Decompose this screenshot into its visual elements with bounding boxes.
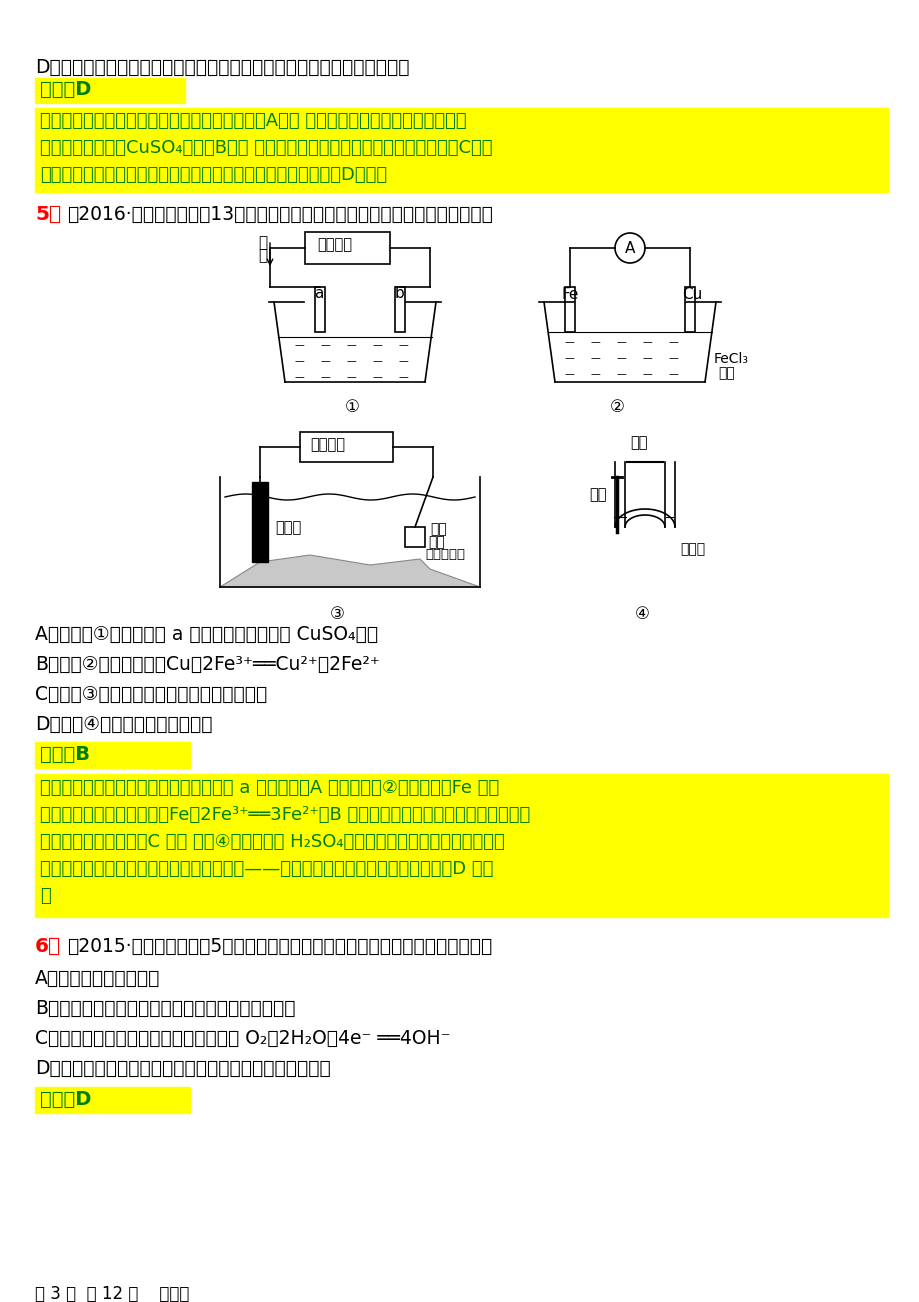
Text: C．钢铁发生吸氧腐蚀时，正极反应式为 O₂＋2H₂O＋4e⁻ ══4OH⁻: C．钢铁发生吸氧腐蚀时，正极反应式为 O₂＋2H₂O＋4e⁻ ══4OH⁻: [35, 1029, 450, 1048]
Text: —: —: [667, 368, 677, 379]
Text: —: —: [398, 372, 407, 381]
Bar: [35, 108, 887, 191]
Text: （2015·北京西城期末，5）下列有关钢铁腐蚀与防护的说法不正确的是（　　）: （2015·北京西城期末，5）下列有关钢铁腐蚀与防护的说法不正确的是（ ）: [67, 937, 492, 956]
Text: ④: ④: [634, 605, 649, 622]
Text: 第 3 页  共 12 页    倡进东: 第 3 页 共 12 页 倡进东: [35, 1285, 189, 1302]
Text: 外接电源: 外接电源: [310, 437, 345, 452]
Text: 气非常干燥，缺少了构成原电池的一个条件——电解质溶液，故铁钉几乎不被腐蚀，D 正确: 气非常干燥，缺少了构成原电池的一个条件——电解质溶液，故铁钉几乎不被腐蚀，D 正…: [40, 861, 493, 878]
Text: ；盐桥式原电池中电极金属与电解质溶液中金属离子应该一致，D错误。: ；盐桥式原电池中电极金属与电解质溶液中金属离子应该一致，D错误。: [40, 165, 387, 184]
Text: 答案：D: 答案：D: [40, 79, 91, 99]
Text: 浓硫酸: 浓硫酸: [679, 542, 704, 556]
Bar: [300, 432, 392, 462]
Text: C．装置③中钢闸门应与外接电源的负极相连: C．装置③中钢闸门应与外接电源的负极相连: [35, 685, 267, 704]
Text: —: —: [616, 353, 625, 363]
Text: B．钢铁的腐蚀生成疏松氧化膜，不能保护内层金属: B．钢铁的腐蚀生成疏松氧化膜，不能保护内层金属: [35, 999, 295, 1018]
Bar: [314, 286, 324, 332]
Text: A．生铁比纯铁容易生锈: A．生铁比纯铁容易生锈: [35, 969, 160, 988]
Text: ①: ①: [345, 398, 359, 417]
Text: FeCl₃: FeCl₃: [713, 352, 748, 366]
Bar: [404, 527, 425, 547]
Text: —: —: [398, 355, 407, 366]
Bar: [394, 286, 404, 332]
Text: —: —: [563, 368, 573, 379]
Text: ②: ②: [609, 398, 624, 417]
Text: Fe: Fe: [562, 286, 579, 302]
Text: —: —: [641, 368, 652, 379]
Text: —: —: [320, 372, 330, 381]
Text: B．装置②的总反应是：Cu＋2Fe³⁺══Cu²⁺＋2Fe²⁺: B．装置②的总反应是：Cu＋2Fe³⁺══Cu²⁺＋2Fe²⁺: [35, 655, 380, 674]
Text: 电: 电: [257, 234, 267, 250]
Text: —: —: [371, 372, 381, 381]
Text: A: A: [624, 241, 635, 256]
Text: D．铜锌原电池，铜浸入硫酸锌溶液，锌浸入硫酸铜溶液，中间用盐桥连接: D．铜锌原电池，铜浸入硫酸锌溶液，锌浸入硫酸铜溶液，中间用盐桥连接: [35, 59, 409, 77]
Text: 外接电源的负极相连，C 正确 装置④中，由于浓 H₂SO₄的吸水性，使铜丝和铁钉连接处空: 外接电源的负极相连，C 正确 装置④中，由于浓 H₂SO₄的吸水性，使铜丝和铁钉…: [40, 833, 505, 852]
Text: 6．: 6．: [35, 937, 61, 956]
Text: —: —: [294, 372, 303, 381]
Text: 铁钉: 铁钉: [588, 487, 606, 503]
Text: —: —: [320, 340, 330, 350]
Text: 溶液: 溶液: [717, 366, 734, 380]
Text: —: —: [563, 353, 573, 363]
Text: 答案：B: 答案：B: [40, 745, 90, 764]
Bar: [305, 232, 390, 264]
Text: 钢闸门: 钢闸门: [275, 519, 301, 535]
Text: 极，铜为正极，总反应是：Fe＋2Fe³⁺══3Fe²⁺，B 错误；在电解池中，铁被保护，则应与: 极，铜为正极，总反应是：Fe＋2Fe³⁺══3Fe²⁺，B 错误；在电解池中，铁…: [40, 806, 529, 824]
Bar: [35, 773, 887, 917]
Text: 。: 。: [40, 887, 51, 905]
Text: —: —: [589, 368, 599, 379]
Text: —: —: [371, 355, 381, 366]
Bar: [35, 78, 185, 103]
Text: —: —: [371, 340, 381, 350]
Text: —: —: [294, 355, 303, 366]
Text: D．为保护地下钢管不受腐蚀，可使其与直流电源正极相连: D．为保护地下钢管不受腐蚀，可使其与直流电源正极相连: [35, 1059, 331, 1078]
Text: 直流电源: 直流电源: [317, 237, 352, 253]
Text: —: —: [641, 353, 652, 363]
Text: 流: 流: [257, 247, 267, 263]
Bar: [252, 482, 267, 562]
Text: A．用装置①精炼铜，则 a 极为粗铜，电解质为 CuSO₄溶液: A．用装置①精炼铜，则 a 极为粗铜，电解质为 CuSO₄溶液: [35, 625, 378, 644]
Text: 辅助: 辅助: [429, 522, 447, 536]
Text: —: —: [294, 340, 303, 350]
Text: b: b: [394, 286, 404, 301]
Text: —: —: [641, 337, 652, 348]
Text: —: —: [589, 337, 599, 348]
Bar: [564, 286, 574, 332]
Text: D．装置④中的铁钉几乎不被腐蚀: D．装置④中的铁钉几乎不被腐蚀: [35, 715, 212, 734]
Text: Cu: Cu: [681, 286, 701, 302]
Bar: [35, 1087, 190, 1113]
Text: —: —: [616, 368, 625, 379]
Text: 钢铁发生吸氧腐蚀时，铁作负极，碳作正极，A正确 精炼铜时，粗铜作阳极，纯铜作阴: 钢铁发生吸氧腐蚀时，铁作负极，碳作正极，A正确 精炼铜时，粗铜作阳极，纯铜作阴: [40, 112, 466, 130]
Text: —: —: [667, 353, 677, 363]
Text: a: a: [313, 286, 323, 301]
Text: —: —: [667, 337, 677, 348]
Bar: [685, 286, 694, 332]
Text: —: —: [320, 355, 330, 366]
Text: 精炼铜时，粗铜为阳极，由电流方向知 a 极为阳极，A 正确；装置②为原电池，Fe 作负: 精炼铜时，粗铜为阳极，由电流方向知 a 极为阳极，A 正确；装置②为原电池，Fe…: [40, 779, 499, 797]
Text: 铜丝: 铜丝: [630, 435, 647, 450]
Text: （2016·山东济宁一模，13）下列关于各装置图的叙述中，不正确的是（　　）: （2016·山东济宁一模，13）下列关于各装置图的叙述中，不正确的是（ ）: [67, 204, 493, 224]
Text: —: —: [398, 340, 407, 350]
Text: 5．: 5．: [35, 204, 61, 224]
Text: （不溶性）: （不溶性）: [425, 548, 464, 561]
Text: —: —: [589, 353, 599, 363]
PathPatch shape: [220, 555, 480, 587]
Text: —: —: [616, 337, 625, 348]
Text: —: —: [563, 337, 573, 348]
Text: 电极: 电极: [427, 535, 444, 549]
Text: —: —: [346, 340, 356, 350]
Text: —: —: [346, 372, 356, 381]
Text: 答案：D: 答案：D: [40, 1090, 91, 1109]
Text: 极，电解质溶液为CuSO₄溶液，B正确 电解饱和食盐水，石墨作阳极，铁作阴极，C正确: 极，电解质溶液为CuSO₄溶液，B正确 电解饱和食盐水，石墨作阳极，铁作阴极，C…: [40, 139, 492, 158]
Bar: [35, 742, 190, 768]
Text: —: —: [346, 355, 356, 366]
Text: ③: ③: [330, 605, 345, 622]
